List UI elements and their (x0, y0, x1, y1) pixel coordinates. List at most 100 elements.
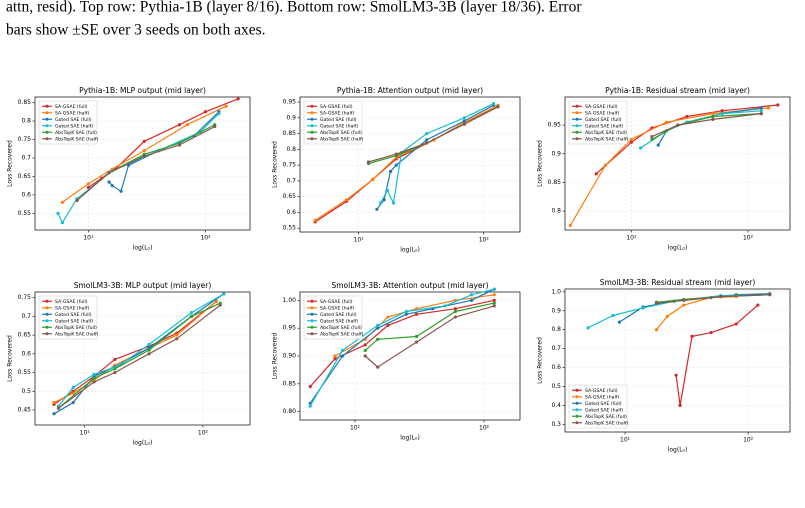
data-point (92, 380, 96, 384)
legend-label: AbsTopK SAE (half) (320, 136, 364, 142)
y-tick-label: 0.6 (21, 191, 31, 198)
data-point (344, 198, 349, 202)
data-point (333, 357, 337, 361)
y-tick-label: 0.85 (548, 179, 562, 186)
data-point (594, 172, 598, 176)
data-point (175, 333, 179, 337)
data-point (340, 348, 345, 353)
data-point (678, 403, 682, 408)
chart-title: SmolLM3-3B: Attention output (mid layer) (331, 281, 488, 290)
legend-marker (310, 325, 314, 329)
data-point (147, 348, 151, 352)
legend-label: SA-GSAE (full) (320, 104, 353, 110)
data-point (674, 373, 678, 377)
data-point (189, 314, 194, 318)
data-point (720, 112, 724, 116)
series-line (656, 294, 770, 304)
legend-label: AbsTopK SAE (half) (585, 420, 629, 426)
x-tick-label: 10² (743, 235, 754, 242)
legend-label: Gated SAE (full) (320, 312, 357, 318)
data-point (386, 323, 390, 327)
legend-label: AbsTopK SAE (half) (585, 136, 629, 142)
data-point (394, 163, 398, 167)
data-point (56, 406, 61, 410)
legend-label: Gated SAE (full) (55, 312, 92, 318)
legend-box (38, 295, 98, 340)
data-point (492, 298, 496, 302)
data-point (214, 299, 219, 303)
data-point (376, 323, 380, 327)
legend-marker (575, 421, 579, 425)
legend-marker (575, 414, 579, 418)
x-tick-label: 10¹ (620, 437, 631, 444)
data-point (71, 400, 75, 405)
data-point (224, 104, 228, 108)
data-point (711, 117, 715, 121)
y-tick-label: 0.7 (551, 345, 561, 352)
y-tick-label: 0.55 (18, 369, 32, 376)
data-point (142, 139, 146, 143)
data-point (719, 294, 723, 299)
x-axis-label: log(L₀) (400, 435, 420, 442)
data-point (385, 188, 390, 192)
data-point (371, 177, 375, 181)
legend-marker (45, 306, 49, 310)
series-line (62, 105, 227, 203)
data-point (213, 124, 217, 129)
legend-label: AbsTopK SAE (half) (55, 331, 99, 337)
data-point (690, 334, 694, 338)
data-point (113, 370, 117, 375)
data-point (768, 293, 772, 297)
legend-label: SA-GSAE (half) (55, 305, 89, 311)
legend-marker (310, 299, 314, 303)
legend-box (303, 100, 363, 145)
data-point (759, 106, 763, 110)
data-point (629, 137, 633, 142)
legend-label: AbsTopK SAE (half) (55, 136, 99, 142)
data-point (107, 180, 111, 184)
legend-label: Gated SAE (full) (585, 117, 622, 123)
series-line (651, 113, 762, 138)
data-point (617, 320, 622, 324)
y-tick-label: 0.45 (18, 407, 32, 414)
data-point (113, 357, 117, 362)
data-point (462, 122, 466, 126)
chart-title: Pythia-1B: MLP output (mid layer) (79, 86, 206, 95)
data-point (363, 348, 367, 353)
data-point (175, 337, 179, 341)
y-tick-label: 0.95 (283, 99, 297, 106)
y-tick-label: 0.4 (551, 402, 561, 409)
y-tick-label: 0.75 (283, 162, 297, 169)
data-point (222, 292, 226, 296)
data-point (147, 342, 151, 347)
data-point (379, 201, 383, 205)
data-point (110, 184, 114, 188)
legend-marker (45, 124, 49, 128)
data-point (629, 140, 633, 144)
x-tick-label: 10² (743, 437, 754, 444)
data-point (425, 141, 429, 145)
data-point (388, 169, 393, 174)
data-point (52, 400, 56, 405)
legend-label: Gated SAE (half) (55, 123, 93, 129)
data-point (654, 301, 659, 305)
x-axis-label: log(L₀) (400, 247, 420, 254)
data-point (453, 309, 457, 314)
legend-label: Gated SAE (half) (320, 318, 358, 324)
data-point (453, 315, 457, 319)
legend-label: SA-GSAE (half) (585, 110, 619, 116)
chart-title: SmolLM3-3B: MLP output (mid layer) (74, 281, 212, 290)
x-tick-label: 10² (200, 235, 211, 242)
legend-label: SA-GSAE (full) (55, 104, 88, 110)
data-point (391, 201, 396, 205)
data-point (734, 322, 738, 326)
data-point (414, 340, 419, 344)
data-point (453, 307, 457, 311)
data-point (611, 313, 615, 318)
data-point (492, 287, 496, 291)
legend-label: AbsTopK SAE (full) (320, 325, 362, 331)
y-axis-label: Loss Recovered (7, 140, 14, 187)
data-point (462, 116, 466, 120)
